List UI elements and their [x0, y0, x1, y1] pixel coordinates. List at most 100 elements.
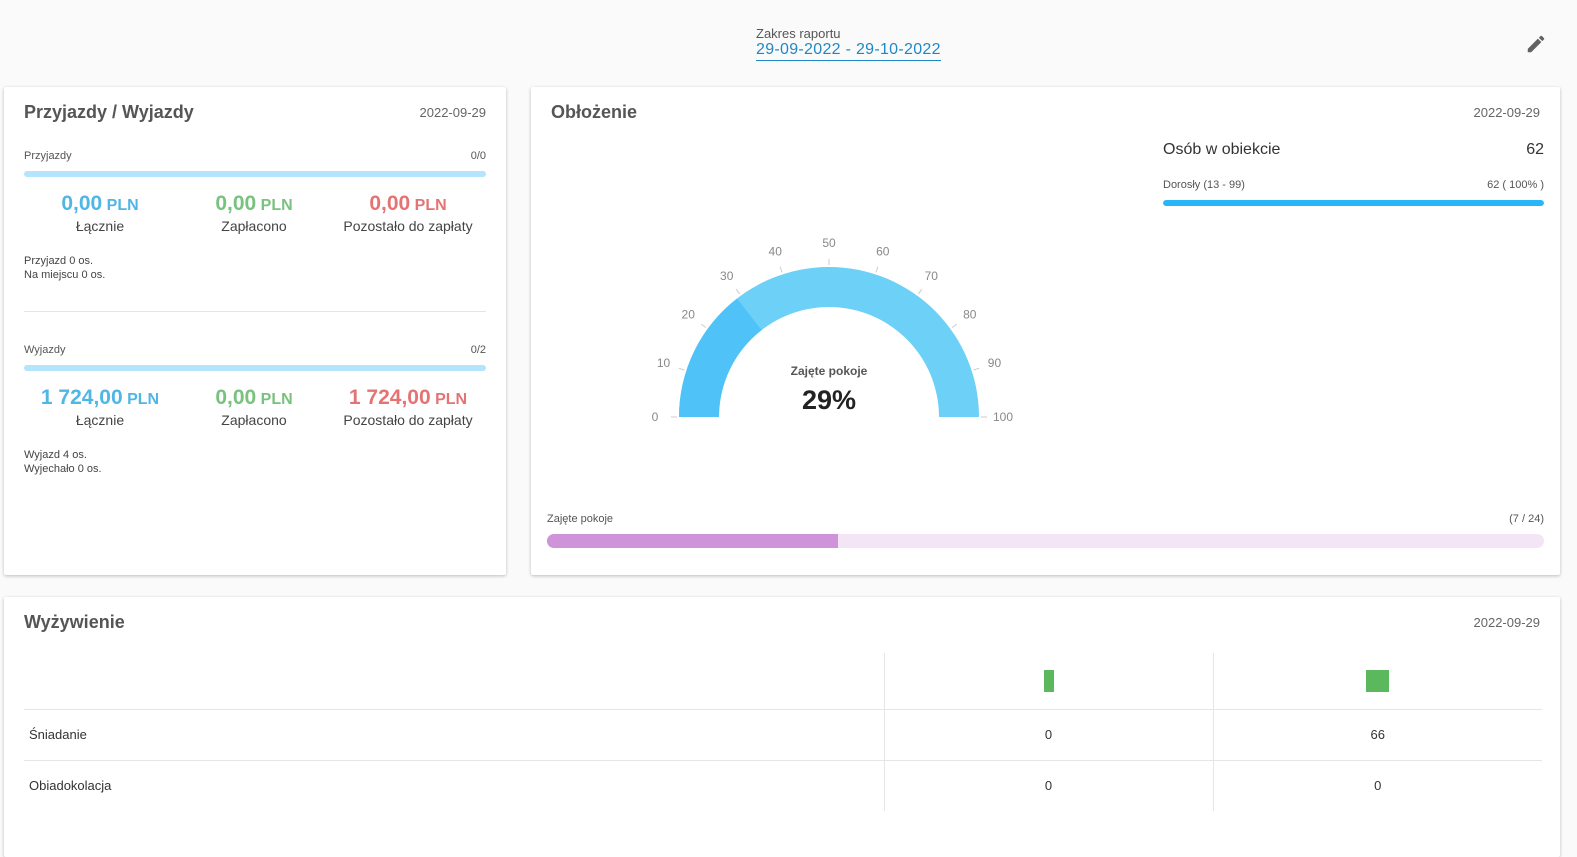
section-divider	[24, 311, 486, 312]
gauge-tick-mark	[678, 367, 685, 371]
money-unit: PLN	[127, 391, 160, 408]
meals-card: Wyżywienie 2022-09-29 Śniadanie 0 66 Obi…	[4, 597, 1560, 857]
adults-label: Dorosły (13 - 99)	[1163, 179, 1245, 191]
meal-count: 0	[883, 760, 1213, 811]
money-label: Zapłacono	[221, 412, 287, 428]
report-range-bar: Zakres raportu 29-09-2022 - 29-10-2022	[0, 0, 1577, 78]
gauge-tick-label: 90	[988, 356, 1002, 370]
departures-label: Wyjazdy	[24, 344, 66, 356]
money-value: 1 724,00	[40, 386, 123, 409]
occupancy-gauge: 0 10 20 30 40 50 60 70 80 90 100 Zajęte pokoje 29%	[652, 236, 1014, 424]
card-title: Przyjazdy / Wyjazdy	[24, 102, 194, 122]
money-value: 0,00	[215, 192, 257, 215]
money-unit: PLN	[106, 197, 139, 214]
arrivals-note-arrival: Przyjazd 0 os.	[24, 255, 94, 267]
table-header-cell	[24, 653, 884, 710]
gauge-tick-mark	[951, 323, 958, 329]
table-header-cell	[1212, 653, 1542, 710]
pencil-icon[interactable]	[1525, 33, 1547, 55]
rooms-progress-fill	[547, 534, 838, 548]
report-range-value[interactable]: 29-09-2022 - 29-10-2022	[756, 41, 941, 61]
gauge-tick-mark	[735, 288, 741, 295]
adults-progress-bar	[1163, 200, 1544, 206]
card-date: 2022-09-29	[1473, 105, 1541, 120]
gauge-tick-label: 10	[657, 356, 671, 370]
card-title: Wyżywienie	[24, 612, 125, 632]
report-range[interactable]: Zakres raportu 29-09-2022 - 29-10-2022	[756, 26, 941, 61]
persons-value: 62	[1526, 141, 1544, 158]
gauge-tick-mark	[973, 367, 980, 371]
money-value: 0,00	[61, 192, 103, 215]
gauge-tick-mark	[917, 288, 923, 295]
money-unit: PLN	[260, 391, 293, 408]
gauge-tick-label: 80	[963, 308, 977, 322]
departures-paid: 0,00 PLN Zapłacono	[174, 386, 334, 428]
meal-name: Obiadokolacja	[29, 778, 112, 794]
table-row: Śniadanie 0 66	[24, 709, 1542, 761]
departures-remaining: 1 724,00 PLN Pozostało do zapłaty	[328, 386, 488, 428]
gauge-tick-label: 0	[652, 410, 659, 424]
money-value: 0,00	[215, 386, 257, 409]
departures-total: 1 724,00 PLN Łącznie	[20, 386, 180, 428]
gauge-value: 29%	[802, 385, 856, 415]
rooms-value: (7 / 24)	[1509, 513, 1544, 525]
departures-progress-bar	[24, 365, 486, 371]
gauge-tick-label: 50	[822, 236, 836, 250]
table-header-row	[24, 653, 1542, 710]
money-value: 0,00	[369, 192, 411, 215]
table-row: Obiadokolacja 0 0	[24, 760, 1542, 811]
arrivals-count: 0/0	[470, 150, 486, 162]
money-value: 1 724,00	[348, 386, 431, 409]
gauge-tick-label: 100	[993, 410, 1013, 424]
departures-notes: Wyjazd 4 os. Wyjechało 0 os.	[24, 448, 102, 476]
money-label: Pozostało do zapłaty	[343, 412, 473, 428]
card-date: 2022-09-29	[1473, 615, 1541, 630]
rooms-label: Zajęte pokoje	[547, 513, 614, 525]
gauge-track	[679, 267, 979, 417]
arrivals-remaining: 0,00 PLN Pozostało do zapłaty	[328, 192, 488, 234]
money-label: Łącznie	[75, 218, 125, 234]
gauge-label: Zajęte pokoje	[791, 364, 868, 378]
gauge-tick-label: 20	[682, 308, 696, 322]
meal-count: 0	[1212, 760, 1542, 811]
arrivals-note-onsite: Na miejscu 0 os.	[24, 269, 106, 281]
arrivals-paid: 0,00 PLN Zapłacono	[174, 192, 334, 234]
money-label: Pozostało do zapłaty	[343, 218, 473, 234]
rooms-progress-bar	[547, 534, 1544, 548]
arrivals-progress-bar	[24, 171, 486, 177]
gauge-tick-mark	[875, 266, 879, 273]
meals-table: Śniadanie 0 66 Obiadokolacja 0 0	[24, 653, 1542, 811]
gauge-tick-mark	[779, 266, 783, 273]
card-title: Obłożenie	[551, 102, 638, 122]
money-label: Łącznie	[75, 412, 125, 428]
departures-note-left: Wyjechało 0 os.	[24, 463, 102, 475]
departures-count: 0/2	[470, 344, 486, 356]
money-unit: PLN	[414, 197, 447, 214]
report-range-label: Zakres raportu	[756, 26, 841, 41]
gauge-tick-label: 40	[769, 245, 783, 259]
persons-label: Osób w obiekcie	[1163, 141, 1281, 158]
gauge-tick-label: 70	[925, 269, 939, 283]
large-room-icon	[1366, 669, 1390, 692]
small-room-icon	[1043, 669, 1054, 692]
money-unit: PLN	[260, 197, 293, 214]
arrivals-total: 0,00 PLN Łącznie	[20, 192, 180, 234]
gauge-tick-label: 60	[876, 245, 890, 259]
gauge-fill	[679, 298, 762, 417]
meal-count: 66	[1212, 709, 1542, 761]
arrivals-departures-card: Przyjazdy / Wyjazdy 2022-09-29 Przyjazdy…	[4, 87, 506, 575]
card-date: 2022-09-29	[419, 105, 487, 120]
adults-progress-fill	[1163, 200, 1544, 206]
arrivals-notes: Przyjazd 0 os. Na miejscu 0 os.	[24, 254, 105, 282]
adults-value: 62 ( 100% )	[1487, 179, 1544, 191]
departures-note-departure: Wyjazd 4 os.	[24, 449, 87, 461]
money-unit: PLN	[435, 391, 468, 408]
money-label: Zapłacono	[221, 218, 287, 234]
meal-name: Śniadanie	[24, 709, 884, 761]
meal-count: 0	[883, 709, 1213, 761]
gauge-tick-label: 30	[720, 269, 734, 283]
occupancy-card: Obłożenie 2022-09-29 Osób w obiekcie 62 …	[531, 87, 1560, 575]
arrivals-label: Przyjazdy	[24, 150, 72, 162]
table-header-cell	[883, 653, 1213, 710]
gauge-tick-mark	[700, 323, 707, 329]
